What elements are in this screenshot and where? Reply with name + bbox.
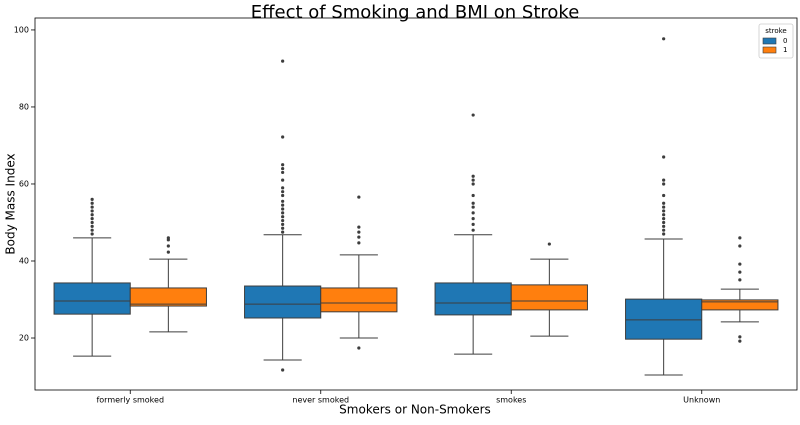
flier bbox=[662, 213, 666, 217]
flier bbox=[471, 228, 475, 232]
flier bbox=[90, 232, 94, 236]
box bbox=[320, 287, 398, 313]
box bbox=[129, 287, 207, 307]
box bbox=[434, 282, 512, 316]
flier bbox=[662, 224, 666, 228]
y-tick-label: 40 bbox=[19, 256, 29, 265]
flier bbox=[471, 211, 475, 215]
flier bbox=[357, 225, 361, 229]
legend-label: 0 bbox=[783, 37, 787, 45]
flier bbox=[662, 209, 666, 213]
flier bbox=[471, 174, 475, 178]
x-tick-label: smokes bbox=[496, 396, 526, 405]
flier bbox=[357, 241, 361, 245]
legend-title: stroke bbox=[765, 27, 787, 35]
flier bbox=[166, 244, 170, 248]
y-axis-label: Body Mass Index bbox=[4, 153, 18, 254]
flier bbox=[281, 193, 285, 198]
box bbox=[53, 282, 131, 315]
y-tick-label: 60 bbox=[19, 179, 29, 188]
flier bbox=[357, 195, 361, 199]
flier bbox=[738, 236, 742, 240]
flier bbox=[471, 201, 475, 205]
flier bbox=[471, 222, 475, 227]
flier bbox=[471, 182, 475, 186]
flier bbox=[281, 203, 285, 207]
box bbox=[244, 285, 322, 319]
flier bbox=[471, 193, 475, 198]
y-tick-label: 20 bbox=[19, 334, 29, 343]
flier bbox=[281, 222, 285, 227]
flier bbox=[738, 335, 742, 339]
x-tick-label: formerly smoked bbox=[96, 396, 164, 405]
flier bbox=[357, 346, 361, 350]
flier bbox=[357, 230, 361, 234]
legend-swatch bbox=[762, 37, 777, 45]
flier bbox=[281, 368, 285, 372]
flier bbox=[738, 339, 742, 343]
flier bbox=[662, 37, 666, 41]
flier bbox=[471, 178, 475, 182]
flier bbox=[662, 217, 666, 221]
flier bbox=[281, 218, 285, 223]
flier bbox=[90, 209, 94, 213]
flier bbox=[90, 205, 94, 209]
flier bbox=[281, 135, 285, 139]
x-tick-label: Unknown bbox=[683, 396, 720, 405]
legend-label: 1 bbox=[783, 46, 787, 54]
flier bbox=[738, 278, 742, 282]
flier bbox=[281, 215, 285, 219]
flier bbox=[547, 242, 551, 246]
flier bbox=[662, 228, 666, 232]
flier bbox=[281, 178, 285, 182]
y-tick-label: 100 bbox=[14, 25, 29, 34]
flier bbox=[357, 235, 361, 239]
box bbox=[510, 284, 588, 311]
flier bbox=[281, 211, 285, 215]
x-tick-label: never smoked bbox=[292, 396, 349, 405]
flier bbox=[738, 270, 742, 274]
flier bbox=[738, 244, 742, 248]
box bbox=[625, 298, 703, 340]
x-axis-label: Smokers or Non-Smokers bbox=[339, 403, 491, 417]
flier bbox=[662, 232, 666, 236]
flier bbox=[281, 186, 285, 190]
flier bbox=[281, 163, 285, 167]
flier bbox=[662, 201, 666, 205]
flier bbox=[166, 250, 170, 254]
flier bbox=[90, 201, 94, 205]
flier bbox=[662, 178, 666, 182]
flier bbox=[281, 190, 285, 194]
flier bbox=[471, 217, 475, 221]
flier bbox=[90, 228, 94, 232]
flier bbox=[90, 197, 94, 201]
flier bbox=[471, 113, 475, 117]
flier bbox=[166, 236, 170, 240]
flier bbox=[738, 262, 742, 266]
flier bbox=[662, 155, 666, 159]
plot-frame bbox=[34, 17, 798, 391]
flier bbox=[281, 207, 285, 211]
flier bbox=[662, 220, 666, 225]
flier bbox=[90, 217, 94, 221]
flier bbox=[281, 170, 285, 175]
box bbox=[701, 299, 779, 311]
flier bbox=[90, 213, 94, 217]
flier bbox=[281, 226, 285, 230]
flier bbox=[281, 166, 285, 171]
flier bbox=[281, 199, 285, 203]
flier bbox=[281, 230, 285, 234]
chart-title: Effect of Smoking and BMI on Stroke bbox=[251, 2, 580, 23]
flier bbox=[662, 182, 666, 186]
flier bbox=[90, 220, 94, 225]
y-tick-label: 80 bbox=[19, 102, 29, 111]
flier bbox=[281, 59, 285, 63]
legend-swatch bbox=[762, 46, 777, 54]
flier bbox=[471, 205, 475, 209]
flier bbox=[662, 205, 666, 209]
flier bbox=[662, 193, 666, 198]
flier bbox=[90, 224, 94, 228]
